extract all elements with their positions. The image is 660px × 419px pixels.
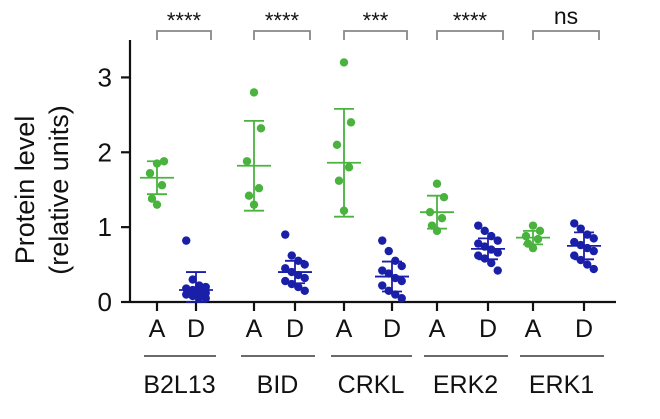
data-point [397,261,406,271]
data-point [378,236,387,245]
data-point [397,294,406,303]
data-point [528,243,538,253]
data-point [242,157,252,166]
data-point [474,239,483,248]
data-point [147,194,157,203]
data-point [195,293,204,302]
group-label: CRKL [338,371,405,399]
data-point [287,251,296,260]
data-point [294,282,303,292]
significance-label: **** [167,8,202,33]
data-point [344,163,354,172]
y-axis-title-line2: (relative units) [44,105,74,275]
data-point [432,179,442,188]
significance-label: ns [554,3,578,29]
data-point [157,181,167,190]
data-point [182,290,191,299]
data-point [152,200,162,209]
significance-label: **** [265,8,300,33]
significance-bracket [532,30,600,40]
data-point [384,246,393,256]
group-label: ERK1 [529,371,594,399]
data-point [474,251,483,260]
y-axis-ticks: 0 1 2 3 [98,62,130,317]
group-label: ERK2 [433,371,498,399]
significance-bracket [253,30,311,40]
data-point [378,266,387,275]
data-point [397,276,406,286]
x-tick-label: A [246,315,263,343]
data-point [281,264,290,273]
data-point [339,58,349,67]
data-point [493,248,502,257]
data-point [281,230,290,239]
data-point [570,219,579,228]
data-point [249,88,259,97]
data-point [533,234,543,244]
data-point [300,286,309,295]
data-point [439,193,449,202]
y-tick-label: 2 [98,137,112,167]
data-point [570,251,579,260]
data-point [487,258,496,268]
x-tick-label: A [525,315,542,343]
data-point [528,221,538,230]
x-tick-label: D [575,315,593,343]
data-point [589,264,598,274]
data-point [300,273,309,283]
data-point [195,281,204,290]
data-point [570,237,579,247]
data-layer [140,58,601,303]
data-point [182,236,191,245]
x-tick-label: A [149,315,166,343]
x-tick-label: A [429,315,446,343]
y-axis-title-line1: Protein level [10,116,40,265]
x-tick-label: D [479,315,497,343]
group-label: BID [257,371,299,399]
x-tick-label: D [286,315,304,343]
data-point [437,213,447,223]
y-tick-label: 1 [98,212,112,242]
data-point [576,224,585,233]
data-point [583,260,592,269]
data-point [480,226,489,236]
data-point [589,246,598,256]
data-point [254,184,264,193]
data-point [145,169,155,178]
data-point [188,275,197,284]
data-point [332,140,342,149]
significance-label: *** [363,8,389,33]
data-point [521,231,531,241]
significance-label: **** [453,8,488,33]
data-point [378,281,387,290]
data-point [334,176,344,185]
x-tick-label: D [187,315,205,343]
data-point [188,291,197,301]
data-point [300,260,309,269]
data-point [346,118,356,127]
y-tick-label: 0 [98,287,112,317]
x-tick-label: D [383,315,401,343]
group-label: B2L13 [143,371,215,399]
y-tick-label: 3 [98,62,112,92]
data-point [201,294,210,303]
x-tick-label: A [336,315,353,343]
data-point [244,191,254,200]
significance-bracket [436,30,504,40]
data-point [589,234,598,243]
data-point [474,221,483,230]
significance-bracket [343,30,408,40]
data-point [256,124,266,133]
data-point [493,266,502,275]
significance-bracket [156,30,212,40]
